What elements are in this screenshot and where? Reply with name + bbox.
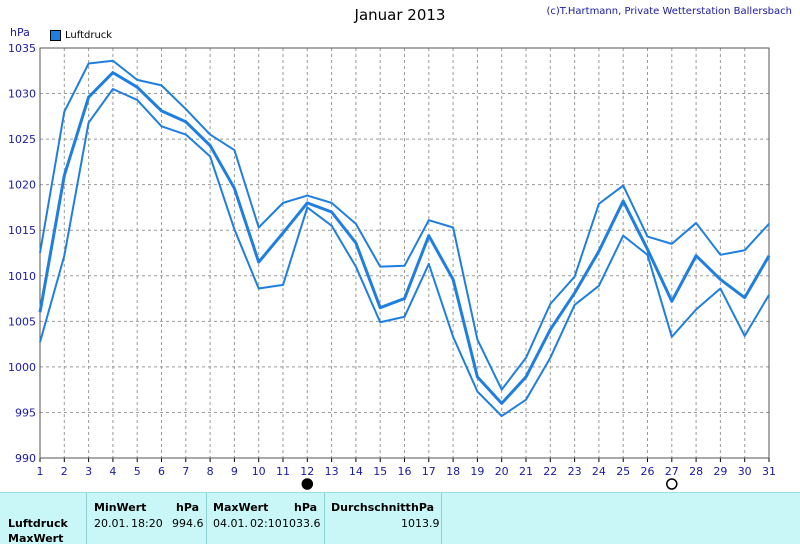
x-tick-label: 11	[276, 465, 290, 478]
y-tick-label: 1025	[8, 133, 36, 146]
x-tick-label: 26	[641, 465, 655, 478]
x-tick-label: 13	[325, 465, 339, 478]
x-tick-label: 19	[470, 465, 484, 478]
x-tick-label: 21	[519, 465, 533, 478]
x-tick-label: 15	[373, 465, 387, 478]
series-line-max	[39, 59, 770, 391]
legend-swatch	[50, 30, 61, 41]
x-tick-label: 25	[616, 465, 630, 478]
row-label-luftdruck: Luftdruck	[8, 517, 68, 530]
x-tick-label: 12	[300, 465, 314, 478]
x-tick-label: 3	[85, 465, 92, 478]
max-date: 04.01.	[213, 517, 248, 530]
x-tick-label: 16	[398, 465, 412, 478]
x-tick-label: 20	[495, 465, 509, 478]
x-tick-label: 18	[446, 465, 460, 478]
row-label-maxwert: MaxWert	[8, 532, 64, 545]
x-tick-label: 22	[543, 465, 557, 478]
avg-value: 1013.9	[401, 517, 440, 530]
full-moon-icon	[301, 478, 314, 490]
x-tick-label: 17	[422, 465, 436, 478]
x-tick-label: 28	[689, 465, 703, 478]
x-tick-label: 4	[109, 465, 116, 478]
y-tick-label: 995	[15, 406, 36, 419]
chart-title: Januar 2013	[354, 6, 446, 24]
max-header: MaxWert	[213, 501, 269, 514]
x-tick-label: 23	[568, 465, 582, 478]
table-separator	[86, 493, 87, 544]
y-unit-label: hPa	[10, 26, 30, 39]
max-unit: hPa	[294, 501, 318, 514]
x-tick-label: 8	[207, 465, 214, 478]
x-tick-label: 31	[762, 465, 776, 478]
x-tick-label: 24	[592, 465, 606, 478]
table-separator	[324, 493, 325, 544]
x-tick-label: 6	[158, 465, 165, 478]
y-tick-label: 1030	[8, 88, 36, 101]
min-header: MinWert	[94, 501, 147, 514]
min-time: 18:20	[131, 517, 163, 530]
x-tick-label: 30	[738, 465, 752, 478]
table-separator	[441, 493, 442, 544]
new-moon-icon	[666, 478, 678, 490]
x-tick-label: 7	[182, 465, 189, 478]
legend-label: Luftdruck	[65, 30, 113, 41]
x-tick-label: 10	[252, 465, 266, 478]
y-tick-label: 990	[15, 452, 36, 465]
y-tick-label: 1010	[8, 270, 36, 283]
y-tick-label: 1000	[8, 361, 36, 374]
x-tick-label: 1	[37, 465, 44, 478]
series-line-min	[39, 88, 770, 418]
y-tick-label: 1020	[8, 179, 36, 192]
summary-table: Luftdruck MaxWert MinWert hPa 20.01. 18:…	[0, 492, 800, 545]
table-separator	[206, 493, 207, 544]
x-tick-label: 5	[134, 465, 141, 478]
avg-header: Durchschnitt	[331, 501, 411, 514]
legend: Luftdruck	[50, 30, 112, 41]
y-tick-label: 1005	[8, 315, 36, 328]
x-tick-label: 29	[713, 465, 727, 478]
series-line-avg	[38, 71, 771, 405]
y-tick-label: 1015	[8, 224, 36, 237]
credit-text: (c)T.Hartmann, Private Wetterstation Bal…	[546, 6, 792, 17]
avg-unit: hPa	[411, 501, 435, 514]
x-tick-label: 2	[61, 465, 68, 478]
x-tick-label: 27	[665, 465, 679, 478]
x-tick-label: 14	[349, 465, 363, 478]
max-value: 1033.6	[282, 517, 321, 530]
min-value: 994.6	[172, 517, 204, 530]
y-tick-label: 1035	[8, 42, 36, 55]
min-date: 20.01.	[94, 517, 129, 530]
x-tick-label: 9	[231, 465, 238, 478]
max-time: 02:10	[250, 517, 282, 530]
min-unit: hPa	[176, 501, 200, 514]
